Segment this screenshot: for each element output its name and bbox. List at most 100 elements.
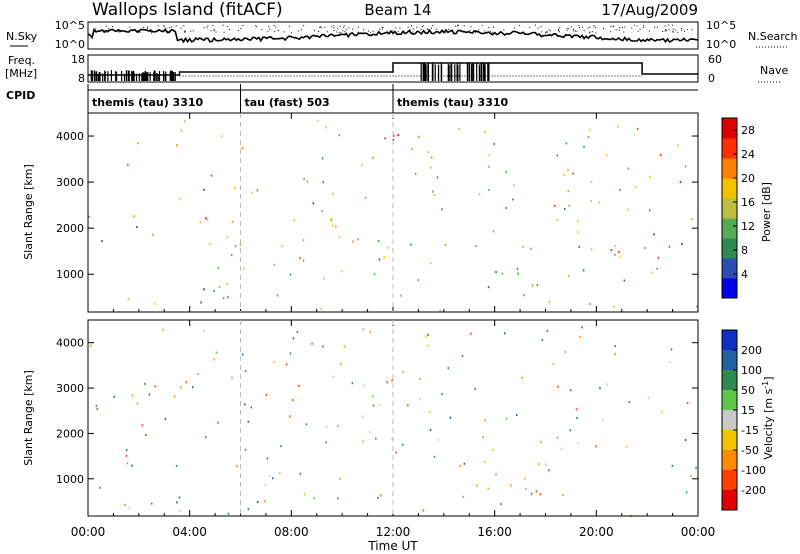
noise-cell (567, 190, 570, 193)
noise-cell (271, 477, 274, 480)
noise-cell (578, 245, 580, 248)
noise-cell (577, 220, 579, 222)
noise-cell (203, 188, 205, 191)
noise-cell (568, 204, 571, 207)
noise-cell (407, 404, 409, 407)
noise-cell (493, 143, 496, 145)
noise-cell (185, 381, 187, 384)
noise-cell (548, 469, 550, 472)
noise-cell (523, 294, 525, 297)
noise-cell (487, 286, 490, 289)
noise-cell (644, 247, 646, 249)
noise-cell (554, 204, 556, 207)
colorbar-swatch (722, 258, 737, 279)
echo-region (178, 496, 181, 499)
noise-cell (647, 397, 650, 400)
noise-cell (516, 267, 519, 270)
noise-cell (401, 443, 404, 446)
noise-cell (364, 196, 367, 199)
noise-cell (623, 279, 626, 282)
noise-cell (619, 255, 622, 258)
noise-cell (572, 172, 574, 175)
noise-cell (302, 259, 305, 262)
noise-cell (264, 484, 267, 487)
noise-cell (427, 344, 429, 347)
noise-cell (244, 448, 247, 451)
noise-cell (101, 240, 103, 242)
noise-cell (231, 254, 233, 257)
noise-cell (372, 395, 374, 398)
noise-cell (436, 176, 439, 179)
noise-cell (556, 436, 559, 439)
colorbar-tick-label: -15 (741, 424, 759, 437)
echo-cell (227, 296, 229, 299)
noise-cell (234, 245, 237, 248)
colorbar-swatch (722, 470, 737, 491)
noise-cell (500, 503, 502, 506)
noise-cell (695, 466, 697, 469)
beam-title: Beam 14 (364, 1, 431, 19)
noise-cell (351, 382, 354, 385)
noise-cell (256, 189, 259, 192)
noise-cell (441, 393, 443, 396)
y-tick-label: 4000 (56, 337, 84, 350)
colorbar-swatch (722, 138, 737, 159)
noise-cell (628, 401, 631, 404)
noise-cell (581, 326, 583, 329)
noise-cell (617, 125, 619, 128)
noise-cell (337, 497, 339, 500)
noise-cell (579, 335, 581, 338)
noise-cell (474, 387, 476, 390)
noise-cell (556, 218, 559, 221)
power-y-label: Slant Range [km] (22, 164, 35, 260)
noise-cell (372, 404, 375, 407)
colorbar-tick-label: 16 (741, 196, 755, 209)
noise-cell (431, 156, 433, 159)
noise-cell (217, 421, 219, 424)
nsearch-dots (94, 24, 693, 34)
velocity-colorbar: 200 100 50 15 -15 -50 -100 -200 (721, 329, 766, 511)
noise-cell (575, 408, 578, 411)
noise-cell (369, 330, 372, 333)
noise-cell (210, 174, 213, 177)
noise-cell (657, 256, 660, 259)
noise-cell (617, 251, 620, 253)
noise-cell (384, 137, 386, 140)
noise-cell (151, 502, 153, 505)
noise-cell (126, 462, 129, 465)
noise-cell (321, 210, 323, 213)
cpid-segment-label: tau (fast) 503 (245, 96, 330, 109)
noise-cell (487, 487, 489, 490)
noise-cell (512, 198, 514, 201)
noise-cell (352, 240, 354, 243)
colorbar-tick-label: -200 (741, 484, 766, 497)
noise-cell (679, 181, 682, 184)
cpid-segments: themis (tau) 3310 tau (fast) 503 themis (t… (87, 84, 509, 113)
echo-cell (203, 288, 205, 291)
noise-cell (173, 395, 176, 398)
noise-cell (162, 328, 164, 331)
nsky-panel (87, 21, 699, 50)
noise-cell (515, 414, 518, 416)
noise-cell (447, 367, 449, 370)
freq-tick-top: 18 (71, 53, 85, 66)
colorbar-swatch (722, 350, 737, 371)
noise-cell (285, 363, 288, 366)
noise-cell (418, 135, 420, 138)
noise-cell (325, 441, 327, 444)
colorbar-tick-label: 200 (741, 344, 762, 357)
noise-cell (95, 404, 98, 407)
station-title: Wallops Island (fitACF) (92, 0, 283, 20)
noise-cell (484, 130, 486, 133)
noise-cell (650, 271, 653, 274)
noise-cell (332, 192, 334, 195)
x-tick-label: 16:00 (477, 525, 512, 539)
noise-cell (634, 186, 637, 189)
noise-cell (197, 372, 199, 375)
noise-cell (548, 301, 551, 304)
noise-cell (386, 381, 388, 384)
freq-tick-bottom: 8 (78, 72, 85, 85)
freq-line (88, 62, 698, 76)
noise-cell (280, 445, 282, 448)
echo-cell (379, 494, 382, 497)
